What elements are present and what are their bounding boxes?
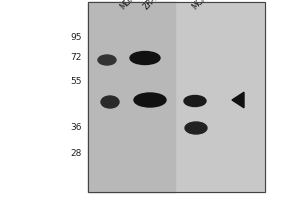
Text: 95: 95: [70, 33, 82, 43]
Text: 72: 72: [70, 52, 82, 62]
Text: 36: 36: [70, 122, 82, 132]
Ellipse shape: [184, 96, 206, 106]
Bar: [88, 2, 265, 192]
Ellipse shape: [98, 55, 116, 65]
Ellipse shape: [101, 96, 119, 108]
Bar: [88, 2, 265, 192]
Bar: [88, 2, 175, 192]
Text: 55: 55: [70, 77, 82, 86]
Text: MDA-MB453: MDA-MB453: [118, 0, 157, 11]
Text: MCF-7: MCF-7: [190, 0, 213, 11]
Polygon shape: [232, 92, 244, 108]
Text: ZR-75-1: ZR-75-1: [142, 0, 170, 11]
Text: 28: 28: [70, 150, 82, 158]
Ellipse shape: [130, 51, 160, 64]
Ellipse shape: [185, 122, 207, 134]
Ellipse shape: [134, 93, 166, 107]
